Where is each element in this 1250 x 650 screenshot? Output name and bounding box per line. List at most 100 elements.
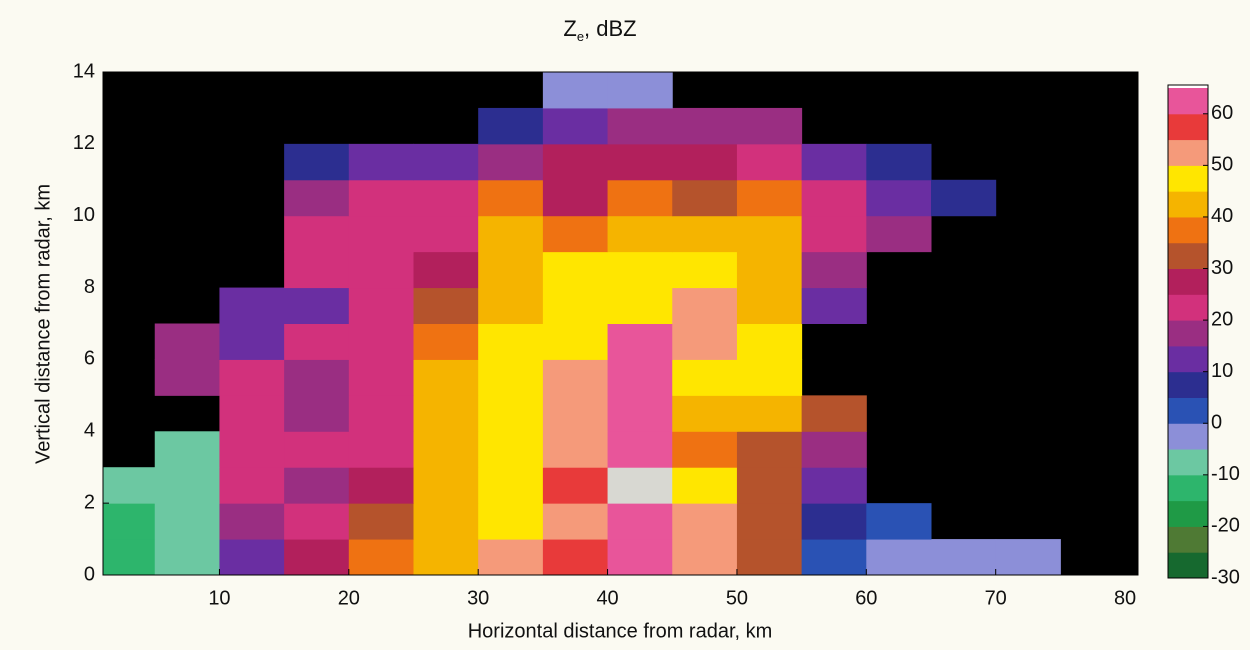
heatmap-cell [478,107,544,145]
heatmap-cell [413,179,479,217]
heatmap-cell [866,215,932,253]
heatmap-cell [995,539,1061,575]
heatmap-cell [413,215,479,253]
colorbar-band [1168,113,1208,141]
heatmap-cell [542,323,609,360]
colorbar-band [1168,526,1208,553]
heatmap-cell [607,395,673,432]
heatmap-cell [219,503,285,540]
colorbar-tick-label: -30 [1211,566,1240,588]
heatmap-cell [284,251,350,289]
colorbar-tick-label: 20 [1211,308,1233,330]
heatmap-cell [672,467,738,504]
heatmap-cell [736,431,803,468]
y-tick-label: 8 [84,276,95,298]
colorbar-band [1168,423,1208,450]
heatmap-cell [284,539,350,575]
colorbar-tick-label: 10 [1211,360,1233,382]
heatmap-cell [931,179,997,217]
colorbar-tick-label: 30 [1211,257,1233,279]
x-tick-label: 10 [208,587,230,609]
colorbar-band [1168,320,1208,347]
colorbar-band [1168,242,1208,270]
heatmap-cell [413,431,479,468]
heatmap-cell [413,359,479,396]
heatmap-cell [542,251,609,289]
heatmap-cell [284,287,350,324]
heatmap-cell [154,323,220,360]
heatmap-cell [801,539,867,575]
heatmap-cell [219,431,285,468]
heatmap-cell [672,431,738,468]
heatmap-cell [478,215,544,253]
heatmap-cell [284,179,350,217]
heatmap-cell [801,215,867,253]
heatmap-cell [103,503,156,540]
heatmap-cell [607,107,673,145]
colorbar-band [1168,345,1208,373]
heatmap-cell [801,251,867,289]
heatmap-cell [478,431,544,468]
heatmap-cell [931,539,997,575]
heatmap-cell [284,215,350,253]
heatmap-cell [801,143,867,181]
heatmap-cell [801,287,867,324]
y-axis-label: Vertical distance from radar, km [32,184,54,464]
y-tick-label: 14 [73,60,95,82]
heatmap-cell [154,467,220,504]
heatmap-cell [672,107,738,145]
heatmap-cell [348,431,414,468]
colorbar-band [1168,216,1208,244]
heatmap-cell [219,323,285,360]
heatmap-cell [154,503,220,540]
colorbar-tick-label: 50 [1211,154,1233,176]
heatmap-cell [348,251,414,289]
x-tick-label: 40 [596,587,618,609]
heatmap-cell [542,395,609,432]
heatmap-cell [866,503,932,540]
heatmap-cell [478,359,544,396]
x-tick-label: 80 [1114,587,1136,609]
heatmap-cell [154,359,220,396]
heatmap-cell [542,143,609,181]
heatmap-cell [672,359,738,396]
heatmap-cell [542,359,609,396]
title-subscript: e [577,29,584,44]
heatmap-cell [478,467,544,504]
colorbar-tick-label: -20 [1211,515,1240,537]
colorbar-band [1168,165,1208,192]
heatmap-cell [672,503,738,540]
heatmap-cell [801,395,867,432]
heatmap-cell [413,467,479,504]
heatmap-cell [348,179,414,217]
heatmap-cell [542,431,609,468]
heatmap-cell [284,359,350,396]
heatmap-cell [478,503,544,540]
heatmap-cell [736,359,803,396]
plot-frame [102,71,1139,576]
heatmap-cell [348,539,414,575]
heatmap-cell [801,431,867,468]
heatmap-cell [866,539,932,575]
colorbar-tick-label: 60 [1211,102,1233,124]
heatmap-cell [736,323,803,360]
heatmap-cell [413,323,479,360]
colorbar-band [1168,500,1208,527]
heatmap-cell [542,539,609,575]
colorbar-band [1168,371,1208,398]
heatmap-cell [478,539,544,575]
colorbar-band [1168,552,1208,579]
heatmap-cell [672,251,738,289]
y-tick-label: 6 [84,348,95,370]
heatmap-cell [607,323,673,360]
heatmap-cell [607,503,673,540]
heatmap-cell [607,251,673,289]
colorbar-band [1168,449,1208,476]
heatmap-cell [103,539,156,575]
heatmap-cell [413,539,479,575]
colorbar-band [1168,474,1208,502]
heatmap-cell [103,467,156,504]
heatmap-cell [284,431,350,468]
heatmap-cell [542,179,609,217]
